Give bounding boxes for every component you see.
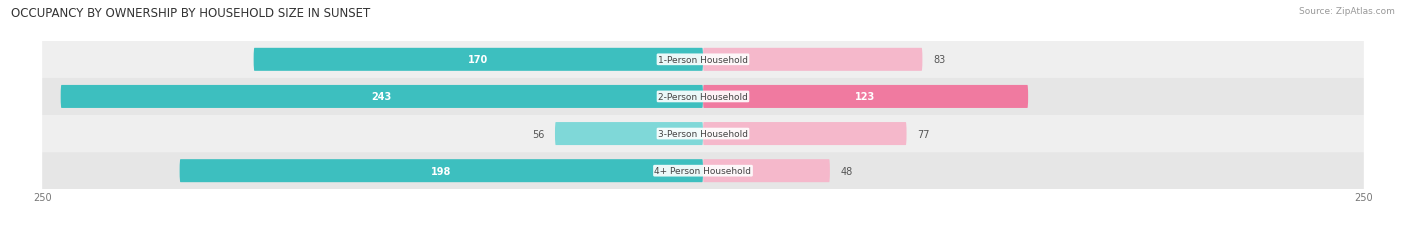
FancyBboxPatch shape [253, 49, 703, 72]
Text: 2-Person Household: 2-Person Household [658, 93, 748, 101]
Text: 170: 170 [468, 55, 488, 65]
FancyBboxPatch shape [42, 116, 1364, 152]
Text: 1-Person Household: 1-Person Household [658, 56, 748, 64]
FancyBboxPatch shape [703, 159, 830, 182]
Text: 123: 123 [855, 92, 876, 102]
Text: 198: 198 [432, 166, 451, 176]
FancyBboxPatch shape [60, 85, 703, 109]
FancyBboxPatch shape [555, 122, 703, 146]
Text: 77: 77 [917, 129, 929, 139]
FancyBboxPatch shape [703, 49, 922, 72]
FancyBboxPatch shape [703, 85, 1028, 109]
Text: 48: 48 [841, 166, 852, 176]
Text: OCCUPANCY BY OWNERSHIP BY HOUSEHOLD SIZE IN SUNSET: OCCUPANCY BY OWNERSHIP BY HOUSEHOLD SIZE… [11, 7, 371, 20]
Text: 56: 56 [531, 129, 544, 139]
Text: 83: 83 [934, 55, 945, 65]
FancyBboxPatch shape [42, 79, 1364, 116]
Text: 4+ Person Household: 4+ Person Household [655, 167, 751, 175]
Text: 3-Person Household: 3-Person Household [658, 130, 748, 138]
FancyBboxPatch shape [180, 159, 703, 182]
FancyBboxPatch shape [42, 42, 1364, 79]
Text: Source: ZipAtlas.com: Source: ZipAtlas.com [1299, 7, 1395, 16]
FancyBboxPatch shape [42, 152, 1364, 189]
Text: 243: 243 [371, 92, 392, 102]
FancyBboxPatch shape [703, 122, 907, 146]
